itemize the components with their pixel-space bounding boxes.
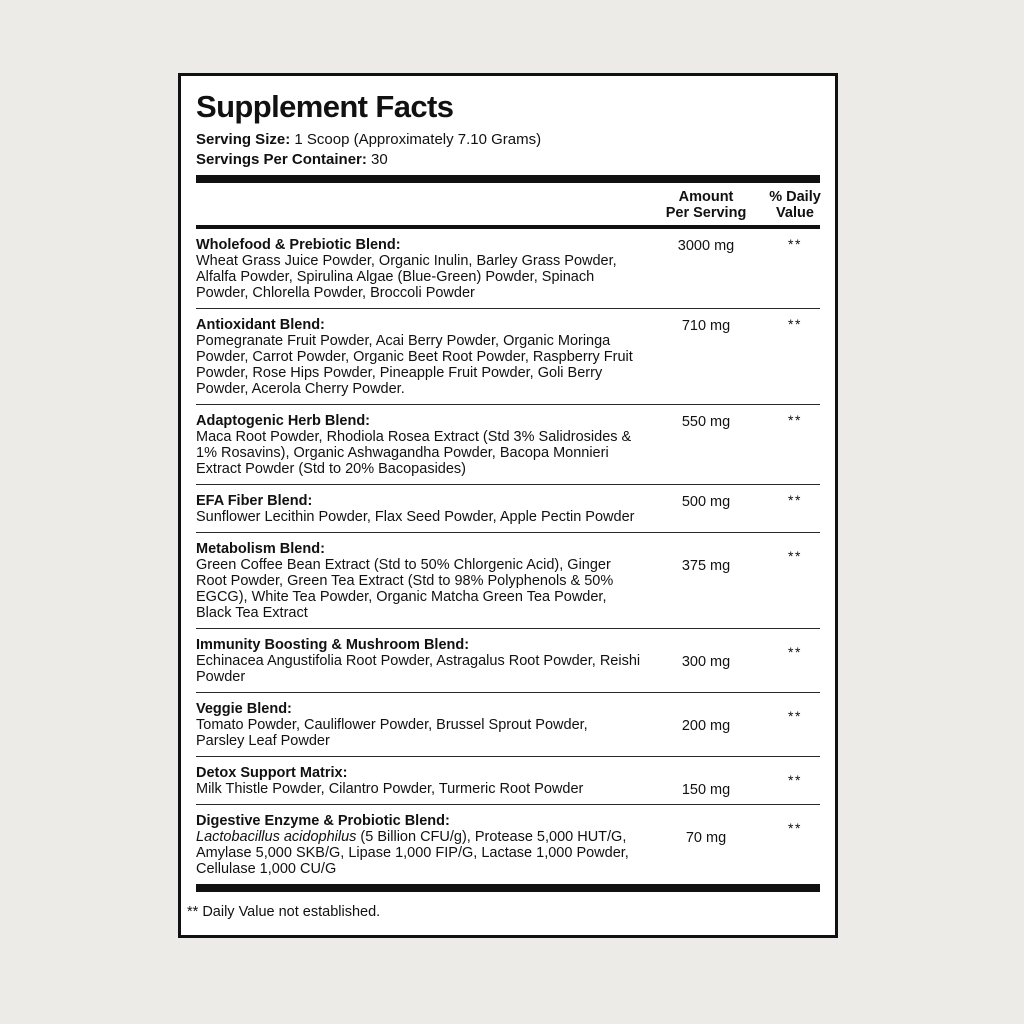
amount-value: 375 mg xyxy=(681,557,731,574)
ingredient-rest: (5 Billion CFU/g), Protease 5,000 HUT/G,… xyxy=(196,828,629,877)
blend-ingredients: Wheat Grass Juice Powder, Organic Inulin… xyxy=(196,252,617,301)
daily-value-asterisks: ** xyxy=(788,643,802,660)
amount-value: 300 mg xyxy=(681,653,731,670)
amount-value: 3000 mg xyxy=(677,237,735,254)
daily-value-asterisks: ** xyxy=(788,411,802,428)
daily-value-asterisks: ** xyxy=(788,547,802,564)
blend-name: Metabolism Blend: xyxy=(196,540,325,557)
amount-value: 710 mg xyxy=(681,317,731,334)
blend-ingredients: Maca Root Powder, Rhodiola Rosea Extract… xyxy=(196,428,632,477)
row-wholefood-prebiotic-blend: Wholefood & Prebiotic Blend: Wheat Grass… xyxy=(196,229,820,308)
row-adaptogenic-herb-blend: Adaptogenic Herb Blend: Maca Root Powder… xyxy=(196,403,820,484)
servings-per-container-value: 30 xyxy=(366,151,388,168)
blend-name: Detox Support Matrix: xyxy=(196,764,348,781)
serving-size-label: Serving Size: xyxy=(196,131,291,148)
blend-name: Adaptogenic Herb Blend: xyxy=(196,412,371,429)
blend-name: Immunity Boosting & Mushroom Blend: xyxy=(196,636,470,653)
row-antioxidant-blend: Antioxidant Blend: Pomegranate Fruit Pow… xyxy=(196,307,820,404)
top-divider-bar xyxy=(196,175,820,183)
row-metabolism-blend: Metabolism Blend: Green Coffee Bean Extr… xyxy=(196,531,820,628)
row-digestive-enzyme-probiotic-blend: Digestive Enzyme & Probiotic Blend: Lact… xyxy=(196,803,820,884)
column-header-daily-value: % Daily Value xyxy=(769,189,821,221)
daily-value-asterisks: ** xyxy=(788,707,802,724)
blend-name: Digestive Enzyme & Probiotic Blend: xyxy=(196,812,450,829)
row-immunity-mushroom-blend: Immunity Boosting & Mushroom Blend: Echi… xyxy=(196,627,820,692)
ingredient-rows: Wholefood & Prebiotic Blend: Wheat Grass… xyxy=(196,229,820,884)
ingredient-latin-name: Lactobacillus acidophilus xyxy=(196,828,357,845)
panel-content: Supplement Facts Serving Size: 1 Scoop (… xyxy=(181,90,835,921)
blend-name: EFA Fiber Blend: xyxy=(196,492,313,509)
daily-value-asterisks: ** xyxy=(788,819,802,836)
blend-ingredients: Lactobacillus acidophilus (5 Billion CFU… xyxy=(196,829,820,877)
serving-size-value: 1 Scoop (Approximately 7.10 Grams) xyxy=(290,131,542,148)
header-rule xyxy=(196,225,820,229)
blend-name: Wholefood & Prebiotic Blend: xyxy=(196,236,401,253)
row-detox-support-matrix: Detox Support Matrix: Milk Thistle Powde… xyxy=(196,755,820,804)
amount-value: 500 mg xyxy=(681,493,731,510)
amount-value: 70 mg xyxy=(685,829,727,846)
column-header-amount-per-serving: Amount Per Serving xyxy=(665,189,747,221)
supplement-facts-panel: Supplement Facts Serving Size: 1 Scoop (… xyxy=(178,73,838,938)
blend-ingredients: Echinacea Angustifolia Root Powder, Astr… xyxy=(196,652,641,685)
servings-per-container-line: Servings Per Container: 30 xyxy=(196,150,820,170)
servings-per-container-label: Servings Per Container: xyxy=(196,151,367,168)
column-header-row: Amount Per Serving % Daily Value xyxy=(196,183,821,225)
daily-value-asterisks: ** xyxy=(788,491,802,508)
daily-value-asterisks: ** xyxy=(788,315,802,332)
blend-ingredients: Tomato Powder, Cauliflower Powder, Bruss… xyxy=(196,716,588,749)
blend-ingredients: Green Coffee Bean Extract (Std to 50% Ch… xyxy=(196,556,614,621)
blend-ingredients: Pomegranate Fruit Powder, Acai Berry Pow… xyxy=(196,332,633,397)
amount-value: 550 mg xyxy=(681,413,731,430)
blend-ingredients: Sunflower Lecithin Powder, Flax Seed Pow… xyxy=(196,508,635,525)
blend-name: Antioxidant Blend: xyxy=(196,316,325,333)
row-efa-fiber-blend: EFA Fiber Blend: Sunflower Lecithin Powd… xyxy=(196,483,820,532)
bottom-divider-bar xyxy=(196,883,820,892)
daily-value-asterisks: ** xyxy=(788,235,802,252)
amount-value: 200 mg xyxy=(681,717,731,734)
serving-size-line: Serving Size: 1 Scoop (Approximately 7.1… xyxy=(196,130,820,150)
daily-value-footnote: ** Daily Value not established. xyxy=(187,903,381,920)
daily-value-asterisks: ** xyxy=(788,771,802,788)
row-veggie-blend: Veggie Blend: Tomato Powder, Cauliflower… xyxy=(196,691,820,756)
supplement-facts-title: Supplement Facts xyxy=(196,89,454,124)
blend-name: Veggie Blend: xyxy=(196,700,292,717)
blend-ingredients: Milk Thistle Powder, Cilantro Powder, Tu… xyxy=(196,780,584,797)
amount-value: 150 mg xyxy=(681,781,731,798)
